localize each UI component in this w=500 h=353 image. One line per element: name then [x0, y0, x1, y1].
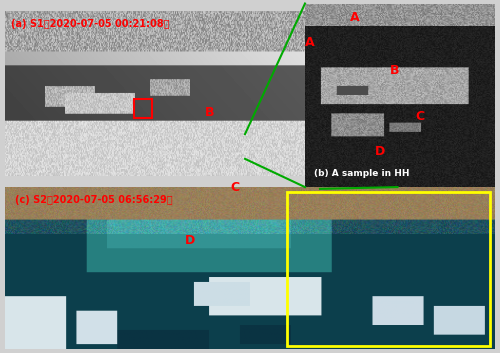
- Text: (b) A sample in HH: (b) A sample in HH: [314, 169, 410, 178]
- Text: A: A: [305, 36, 315, 49]
- Text: C: C: [230, 181, 239, 193]
- Text: D: D: [185, 234, 195, 246]
- Text: D: D: [375, 145, 385, 158]
- Text: A: A: [350, 11, 360, 24]
- Text: B: B: [205, 107, 214, 119]
- Text: B: B: [390, 64, 400, 77]
- Text: (c) S2（2020-07-05 06:56:29）: (c) S2（2020-07-05 06:56:29）: [15, 195, 172, 205]
- Text: C: C: [416, 110, 424, 123]
- Bar: [134, 98, 152, 119]
- Text: (a) S1（2020-07-05 00:21:08）: (a) S1（2020-07-05 00:21:08）: [11, 19, 170, 29]
- Bar: [287, 192, 490, 346]
